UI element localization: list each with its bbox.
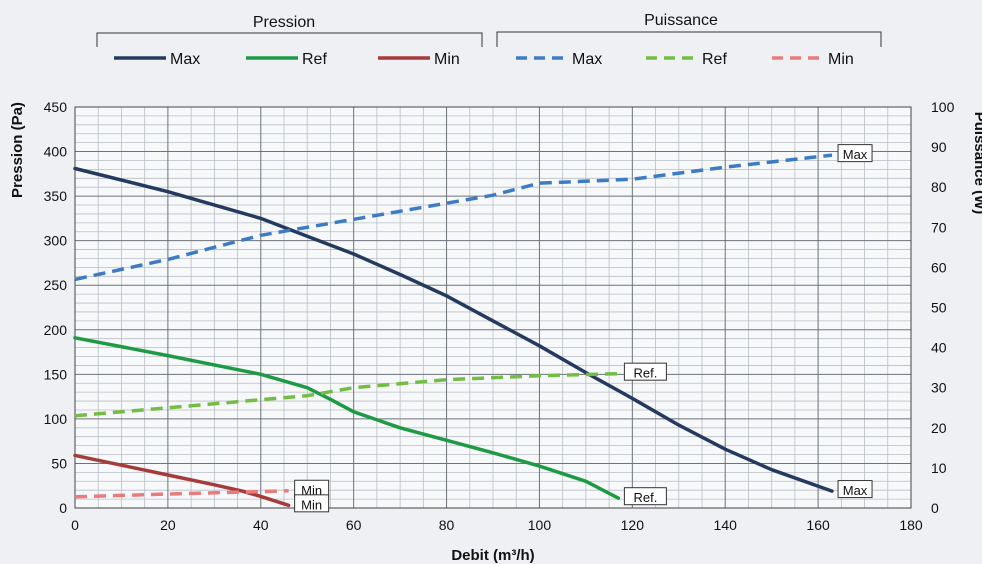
x-tick-label: 180 bbox=[899, 517, 923, 533]
y-right-tick-label: 50 bbox=[931, 300, 947, 316]
y-right-tick-label: 100 bbox=[931, 99, 955, 115]
legend-label: Min bbox=[828, 51, 854, 68]
series-layer bbox=[73, 153, 834, 508]
y-left-tick-label: 150 bbox=[44, 366, 68, 382]
legend-group-pression: Pression bbox=[253, 14, 315, 31]
x-tick-label: 80 bbox=[439, 517, 455, 533]
x-axis-label: Debit (m³/h) bbox=[451, 547, 534, 564]
y-left-tick-label: 450 bbox=[44, 99, 68, 115]
y-left-tick-label: 100 bbox=[44, 411, 68, 427]
annotation-text: Ref. bbox=[633, 490, 657, 505]
legend-item: Min bbox=[378, 51, 460, 68]
legend-item: Max bbox=[114, 51, 200, 68]
annotation-text: Ref. bbox=[633, 366, 657, 381]
y-right-tick-label: 80 bbox=[931, 179, 947, 195]
annotation-label: Min bbox=[294, 494, 330, 513]
x-tick-label: 40 bbox=[253, 517, 269, 533]
y-right-tick-label: 90 bbox=[931, 139, 947, 155]
series-line-puissance-max bbox=[74, 153, 833, 282]
annotation-box bbox=[623, 487, 667, 506]
y-left-axis-label: Pression (Pa) bbox=[9, 102, 26, 198]
legend-label: Min bbox=[434, 51, 460, 68]
legend-bracket-puissance bbox=[496, 31, 882, 47]
annotation-label: Ref. bbox=[623, 487, 667, 506]
annotation-text: Max bbox=[843, 147, 868, 162]
legend-label: Ref bbox=[302, 51, 327, 68]
series-line-pression-min bbox=[73, 453, 291, 508]
x-tick-label: 100 bbox=[528, 517, 552, 533]
y-right-tick-label: 30 bbox=[931, 380, 947, 396]
annotation-text: Min bbox=[301, 497, 322, 512]
series-line-puissance-ref bbox=[74, 371, 619, 418]
legend-bracket-pression bbox=[96, 32, 483, 47]
plot-border bbox=[74, 106, 912, 509]
legend-label: Max bbox=[170, 51, 200, 68]
y-right-tick-label: 70 bbox=[931, 219, 947, 235]
legend-label: Ref bbox=[702, 51, 727, 68]
legend-group-puissance: Puissance bbox=[644, 12, 718, 29]
annotation-box bbox=[623, 362, 667, 381]
annotation-label: Ref. bbox=[623, 362, 667, 381]
x-axis-ticks: 0 20 40 60 80 100 120 140 160 180 bbox=[71, 517, 923, 533]
y-right-tick-label: 10 bbox=[931, 460, 947, 476]
series-line-pression-max bbox=[73, 166, 834, 493]
y-right-tick-label: 60 bbox=[931, 259, 947, 275]
annotation-label: Max bbox=[837, 480, 873, 499]
annotation-label: Min bbox=[294, 479, 330, 498]
legend: Max Ref Min Max Ref Min bbox=[114, 51, 854, 68]
legend-label: Max bbox=[572, 51, 602, 68]
grid-minor bbox=[75, 107, 911, 508]
y-right-tick-label: 40 bbox=[931, 340, 947, 356]
legend-item: Ref bbox=[646, 51, 727, 68]
x-tick-label: 20 bbox=[160, 517, 176, 533]
annotation-box bbox=[837, 144, 873, 163]
y-left-tick-label: 200 bbox=[44, 322, 68, 338]
legend-item: Max bbox=[516, 51, 602, 68]
x-tick-label: 0 bbox=[71, 517, 79, 533]
y-right-tick-label: 20 bbox=[931, 420, 947, 436]
y-left-axis-ticks: 0 50 100 150 200 250 300 350 400 450 bbox=[44, 99, 68, 516]
series-line-puissance-min bbox=[74, 489, 289, 499]
y-right-axis-ticks: 0 10 20 30 40 50 60 70 80 90 100 bbox=[931, 99, 955, 516]
annotation-text: Min bbox=[301, 483, 322, 498]
x-tick-label: 120 bbox=[621, 517, 645, 533]
annotation-box bbox=[294, 494, 330, 513]
y-left-tick-label: 400 bbox=[44, 144, 68, 160]
legend-item: Ref bbox=[246, 51, 327, 68]
y-left-tick-label: 250 bbox=[44, 277, 68, 293]
x-tick-label: 140 bbox=[714, 517, 738, 533]
annotation-label: Max bbox=[837, 144, 873, 163]
y-left-tick-label: 50 bbox=[51, 455, 67, 471]
legend-item: Min bbox=[772, 51, 854, 68]
y-right-tick-label: 0 bbox=[931, 500, 939, 516]
y-left-tick-label: 0 bbox=[59, 500, 67, 516]
y-left-tick-label: 300 bbox=[44, 233, 68, 249]
x-tick-label: 160 bbox=[806, 517, 830, 533]
y-right-axis-label: Puissance (W) bbox=[971, 112, 982, 215]
annotation-box bbox=[837, 480, 873, 499]
y-left-tick-label: 350 bbox=[44, 188, 68, 204]
series-line-pression-ref bbox=[73, 336, 621, 500]
annotation-text: Max bbox=[843, 483, 868, 498]
x-tick-label: 60 bbox=[346, 517, 362, 533]
